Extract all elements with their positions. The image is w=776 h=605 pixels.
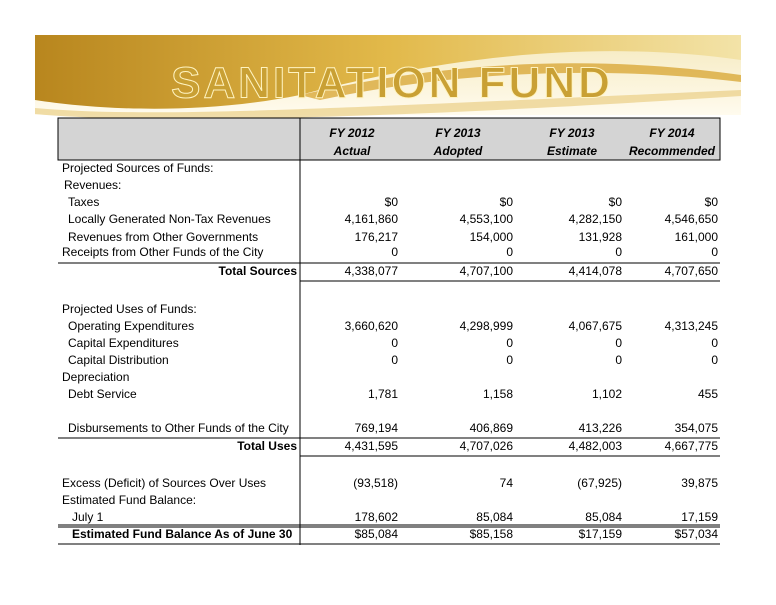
cell-value: 1,102 bbox=[592, 387, 622, 401]
row-label: Debt Service bbox=[68, 387, 137, 401]
column-header: Estimate bbox=[547, 144, 597, 158]
cell-value: 455 bbox=[698, 387, 718, 401]
cell-value: $0 bbox=[385, 195, 399, 209]
cell-value: $0 bbox=[705, 195, 719, 209]
cell-value: 4,431,595 bbox=[345, 439, 399, 453]
cell-value: 4,313,245 bbox=[665, 319, 719, 333]
row-label: Receipts from Other Funds of the City bbox=[62, 245, 263, 259]
cell-value: 39,875 bbox=[681, 476, 718, 490]
page-title: SANITATION FUND bbox=[171, 59, 613, 108]
row-label: Capital Expenditures bbox=[68, 336, 179, 350]
cell-value: 354,075 bbox=[675, 421, 719, 435]
cell-value: 0 bbox=[615, 353, 622, 367]
cell-value: 4,338,077 bbox=[345, 264, 399, 278]
row-label: Capital Distribution bbox=[68, 353, 169, 367]
header-swoosh bbox=[35, 35, 741, 120]
row-label: Projected Sources of Funds: bbox=[62, 161, 213, 175]
cell-value: 4,482,003 bbox=[569, 439, 623, 453]
row-label: Excess (Deficit) of Sources Over Uses bbox=[62, 476, 266, 490]
cell-value: 413,226 bbox=[579, 421, 623, 435]
cell-value: 74 bbox=[500, 476, 514, 490]
cell-value: 0 bbox=[391, 336, 398, 350]
column-header: FY 2014 bbox=[649, 126, 694, 140]
cell-value: 4,546,650 bbox=[665, 212, 719, 226]
cell-value: 154,000 bbox=[470, 230, 514, 244]
cell-value: 4,707,100 bbox=[460, 264, 514, 278]
column-header: FY 2013 bbox=[435, 126, 480, 140]
cell-value: 0 bbox=[391, 353, 398, 367]
table-header-bg bbox=[57, 117, 721, 161]
row-label: Estimated Fund Balance As of June 30 bbox=[72, 527, 293, 541]
row-label: Disbursements to Other Funds of the City bbox=[68, 421, 289, 435]
cell-value: 0 bbox=[711, 353, 718, 367]
cell-value: 4,707,650 bbox=[665, 264, 719, 278]
cell-value: 131,928 bbox=[579, 230, 623, 244]
cell-value: 4,553,100 bbox=[460, 212, 514, 226]
cell-value: 85,084 bbox=[476, 510, 513, 524]
cell-value: (67,925) bbox=[577, 476, 622, 490]
row-label: Depreciation bbox=[62, 370, 129, 384]
cell-value: 0 bbox=[711, 245, 718, 259]
row-label: July 1 bbox=[72, 510, 104, 524]
column-header: Adopted bbox=[433, 144, 483, 158]
column-header: Recommended bbox=[629, 144, 716, 158]
cell-value: 17,159 bbox=[681, 510, 718, 524]
cell-value: (93,518) bbox=[353, 476, 398, 490]
row-label: Projected Uses of Funds: bbox=[62, 302, 197, 316]
cell-value: 161,000 bbox=[675, 230, 719, 244]
cell-value: 4,707,026 bbox=[460, 439, 514, 453]
cell-value: 4,667,775 bbox=[665, 439, 719, 453]
cell-value: 0 bbox=[391, 245, 398, 259]
cell-value: 4,067,675 bbox=[569, 319, 623, 333]
cell-value: 0 bbox=[711, 336, 718, 350]
cell-value: 176,217 bbox=[355, 230, 399, 244]
cell-value: $57,034 bbox=[675, 527, 719, 541]
column-header: FY 2013 bbox=[549, 126, 594, 140]
cell-value: $85,084 bbox=[355, 527, 399, 541]
row-label: Revenues: bbox=[64, 178, 121, 192]
row-label: Total Sources bbox=[219, 264, 298, 278]
cell-value: 0 bbox=[506, 336, 513, 350]
cell-value: 178,602 bbox=[355, 510, 399, 524]
cell-value: $85,158 bbox=[470, 527, 514, 541]
cell-value: 0 bbox=[615, 245, 622, 259]
cell-value: 0 bbox=[615, 336, 622, 350]
cell-value: $17,159 bbox=[579, 527, 623, 541]
cell-value: 769,194 bbox=[355, 421, 399, 435]
cell-value: 1,781 bbox=[368, 387, 398, 401]
cell-value: $0 bbox=[609, 195, 623, 209]
cell-value: 4,298,999 bbox=[460, 319, 514, 333]
row-label: Estimated Fund Balance: bbox=[62, 493, 196, 507]
row-label: Operating Expenditures bbox=[68, 319, 194, 333]
cell-value: 4,414,078 bbox=[569, 264, 623, 278]
cell-value: 4,282,150 bbox=[569, 212, 623, 226]
row-label: Total Uses bbox=[237, 439, 297, 453]
row-label: Taxes bbox=[68, 195, 99, 209]
cell-value: 3,660,620 bbox=[345, 319, 399, 333]
cell-value: 85,084 bbox=[585, 510, 622, 524]
column-header: FY 2012 bbox=[329, 126, 374, 140]
column-header: Actual bbox=[333, 144, 371, 158]
row-label: Revenues from Other Governments bbox=[68, 230, 258, 244]
cell-value: 406,869 bbox=[470, 421, 514, 435]
cell-value: $0 bbox=[500, 195, 514, 209]
row-label: Locally Generated Non-Tax Revenues bbox=[68, 212, 271, 226]
cell-value: 0 bbox=[506, 353, 513, 367]
cell-value: 1,158 bbox=[483, 387, 513, 401]
cell-value: 4,161,860 bbox=[345, 212, 399, 226]
cell-value: 0 bbox=[506, 245, 513, 259]
